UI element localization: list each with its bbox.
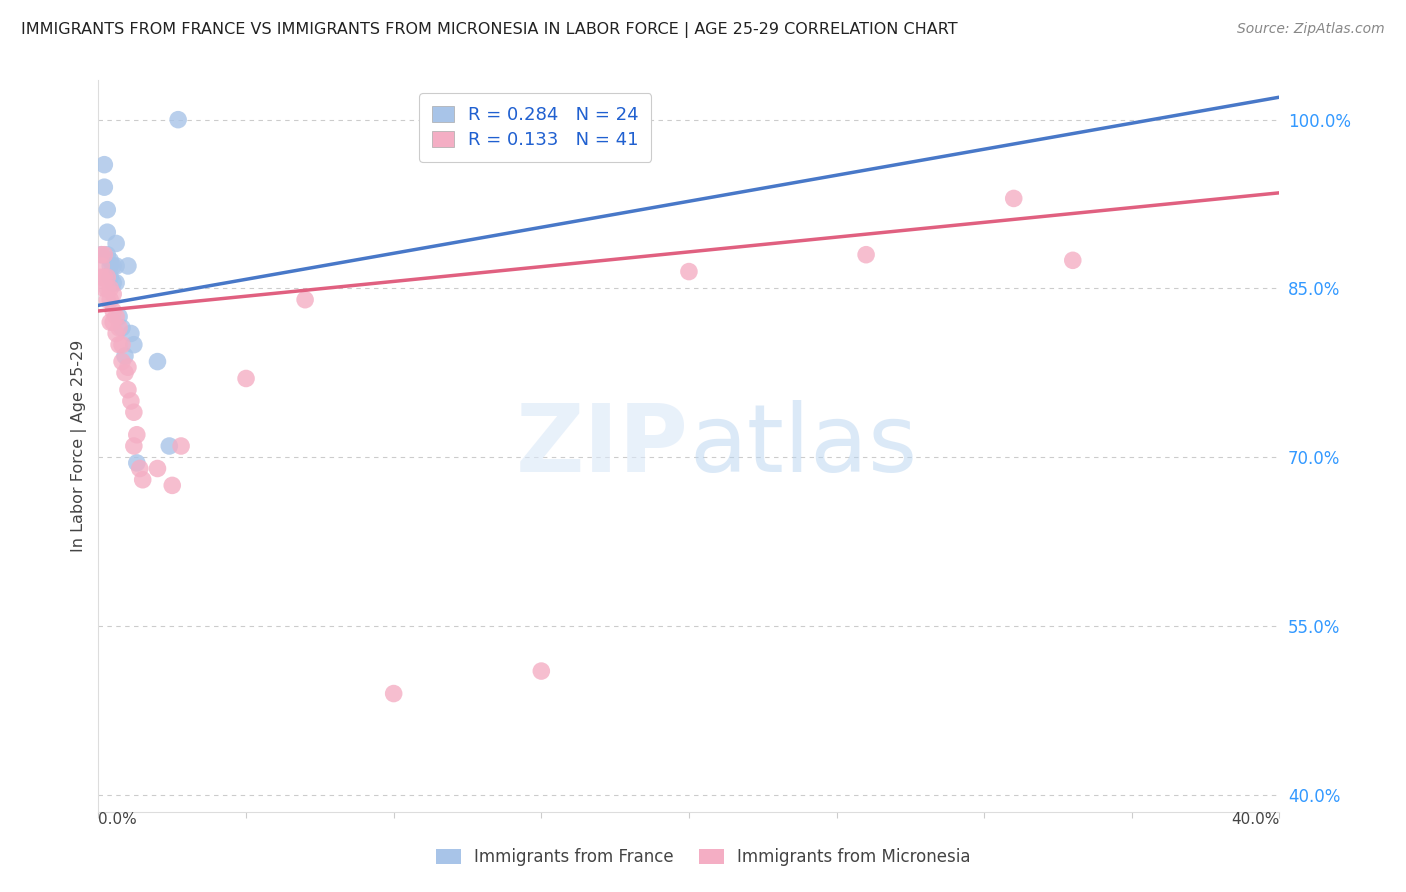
Point [111,354,134,368]
Text: IMMIGRANTS FROM FRANCE VS IMMIGRANTS FROM MICRONESIA IN LABOR FORCE | AGE 25-29 : IMMIGRANTS FROM FRANCE VS IMMIGRANTS FRO… [21,22,957,38]
Point [117,360,139,375]
Point [167,112,190,127]
Point [96,202,118,217]
Text: atlas: atlas [689,400,917,492]
Text: ZIP: ZIP [516,400,689,492]
Point [146,354,169,368]
Point [98,270,121,285]
Point [98,253,121,268]
Legend: R = 0.284   N = 24, R = 0.133   N = 41: R = 0.284 N = 24, R = 0.133 N = 41 [419,93,651,162]
Point [128,461,150,475]
Point [114,349,136,363]
Point [93,270,115,285]
Point [90,248,112,262]
Point [105,259,128,273]
Point [96,270,118,285]
Point [111,321,134,335]
Point [170,439,193,453]
Point [90,270,112,285]
Point [117,383,139,397]
Point [855,248,877,262]
Text: Source: ZipAtlas.com: Source: ZipAtlas.com [1237,22,1385,37]
Legend: Immigrants from France, Immigrants from Micronesia: Immigrants from France, Immigrants from … [427,840,979,875]
Point [1062,253,1084,268]
Point [1002,191,1025,205]
Point [96,248,118,262]
Point [93,180,115,194]
Point [122,405,145,419]
Point [120,394,142,409]
Point [132,473,155,487]
Point [162,478,183,492]
Point [105,236,128,251]
Point [103,259,125,273]
Y-axis label: In Labor Force | Age 25-29: In Labor Force | Age 25-29 [72,340,87,552]
Point [98,281,121,295]
Point [117,259,139,273]
Point [103,276,125,290]
Point [96,225,118,239]
Text: 40.0%: 40.0% [1232,812,1279,827]
Point [90,248,112,262]
Point [111,337,134,351]
Point [678,264,700,278]
Point [530,664,553,678]
Point [93,248,115,262]
Point [235,371,257,385]
Point [93,158,115,172]
Point [108,337,131,351]
Point [125,427,148,442]
Point [96,281,118,295]
Point [294,293,316,307]
Point [122,439,145,453]
Point [98,293,121,307]
Point [114,366,136,380]
Point [122,337,145,351]
Point [125,456,148,470]
Point [98,259,121,273]
Point [108,310,131,324]
Text: 0.0%: 0.0% [98,812,138,827]
Point [382,687,405,701]
Point [146,461,169,475]
Point [157,439,180,453]
Point [93,281,115,295]
Point [103,287,125,301]
Point [90,259,112,273]
Point [98,315,121,329]
Point [105,326,128,341]
Point [96,293,118,307]
Point [105,276,128,290]
Point [108,321,131,335]
Point [103,315,125,329]
Point [103,304,125,318]
Point [105,310,128,324]
Point [120,326,142,341]
